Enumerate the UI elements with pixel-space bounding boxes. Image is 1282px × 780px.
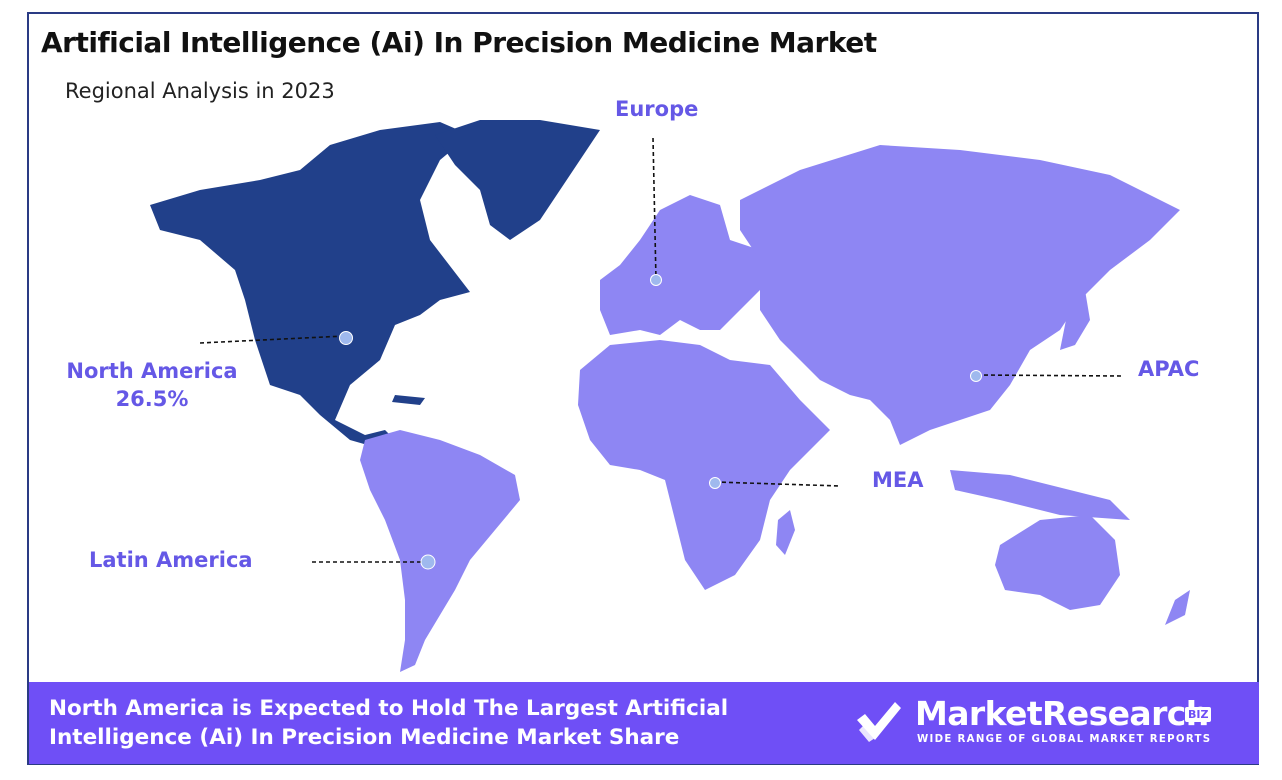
mea-marker xyxy=(709,477,721,489)
logo-badge: BIZ xyxy=(1185,707,1212,722)
page-subtitle: Regional Analysis in 2023 xyxy=(65,79,335,103)
mea-label: MEA xyxy=(872,468,924,492)
north-america-region xyxy=(150,122,470,450)
north-america-leader-line xyxy=(199,335,346,344)
logo-name: MarketResearch xyxy=(915,694,1209,733)
caribbean-region xyxy=(392,395,425,405)
europe-label: Europe xyxy=(615,97,699,121)
japan-region xyxy=(1060,290,1090,350)
southeast-asia-region xyxy=(950,470,1130,520)
apac-leader-line xyxy=(976,374,1123,377)
footer-banner: North America is Expected to Hold The La… xyxy=(29,682,1259,764)
mea-region xyxy=(578,340,830,590)
north-america-label: North America 26.5% xyxy=(62,357,242,413)
north-america-marker xyxy=(339,331,353,345)
page-title: Artificial Intelligence (Ai) In Precisio… xyxy=(41,26,877,59)
madagascar-region xyxy=(776,510,795,555)
europe-region xyxy=(600,195,760,335)
brand-logo: MarketResearch BIZ WIDE RANGE OF GLOBAL … xyxy=(855,694,1245,754)
apac-marker xyxy=(970,370,982,382)
australia-region xyxy=(995,515,1120,610)
north-america-share: 26.5% xyxy=(115,387,189,411)
latin-america-region xyxy=(360,430,520,672)
figure-frame xyxy=(27,12,1259,765)
apac-label: APAC xyxy=(1138,357,1200,381)
new-zealand-region xyxy=(1165,590,1190,625)
europe-marker xyxy=(650,274,662,286)
banner-text: North America is Expected to Hold The La… xyxy=(49,696,729,750)
europe-leader-line xyxy=(652,137,657,281)
asia-region xyxy=(740,145,1180,445)
north-america-name: North America xyxy=(66,359,238,383)
greenland-region xyxy=(435,120,600,240)
world-map xyxy=(150,120,1190,672)
checkmark-logo-icon xyxy=(857,702,901,742)
latin-america-marker xyxy=(420,554,436,570)
latin-america-label: Latin America xyxy=(89,548,253,572)
logo-tagline: WIDE RANGE OF GLOBAL MARKET REPORTS xyxy=(917,734,1212,745)
